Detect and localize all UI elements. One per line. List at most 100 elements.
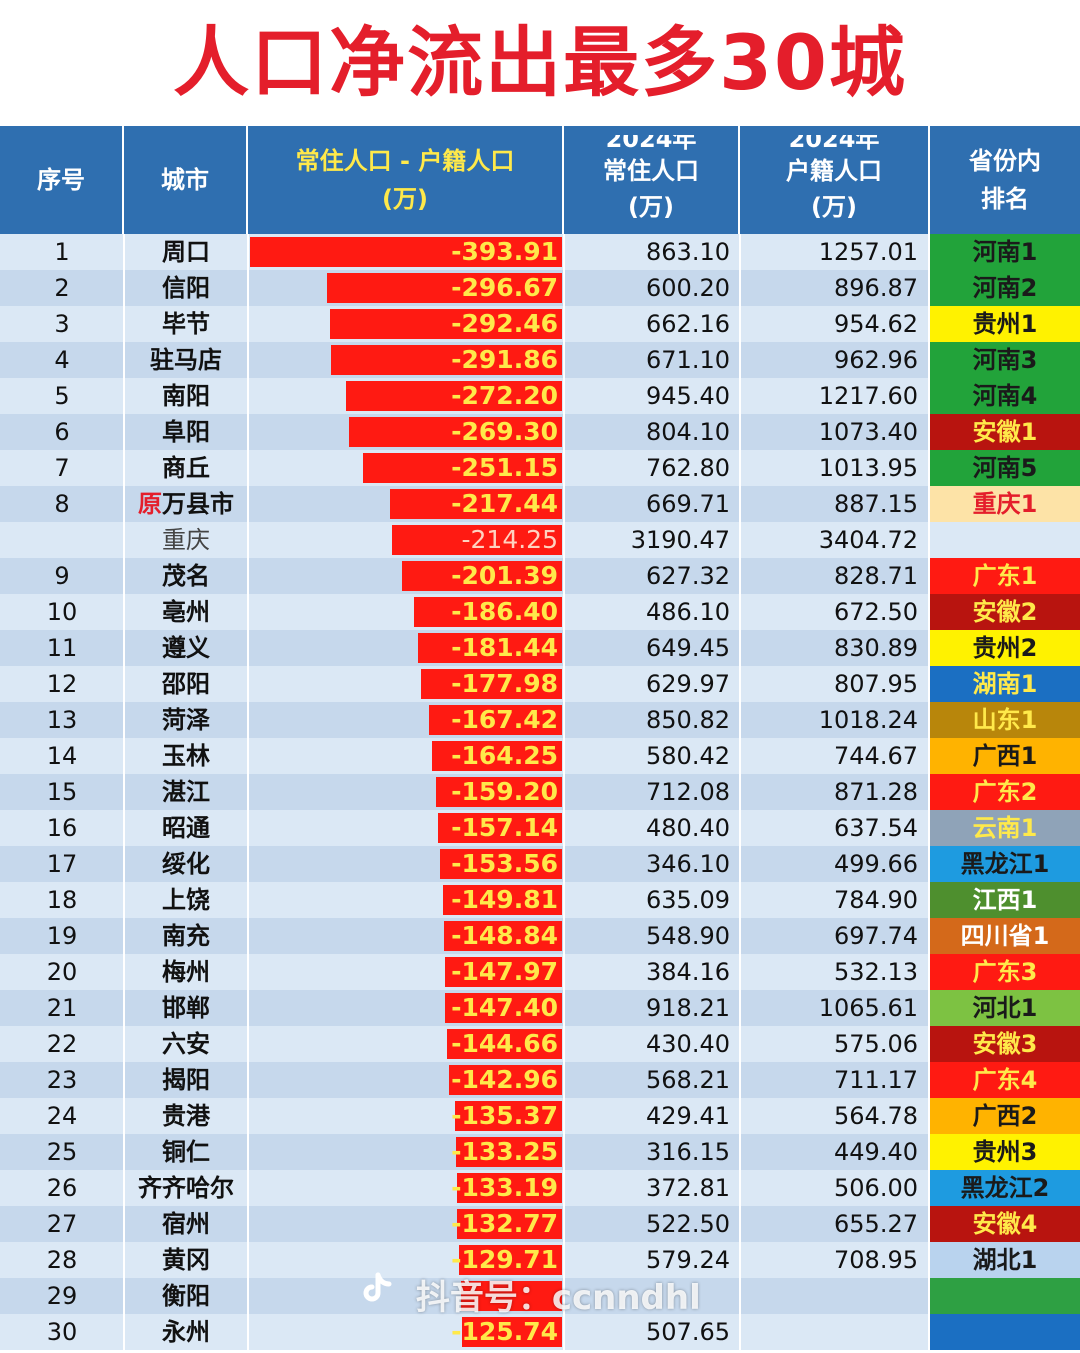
- diff-value-label: -153.56: [451, 849, 558, 878]
- row-resident-pop: 945.40: [646, 382, 730, 410]
- row-city: 商丘: [124, 450, 248, 486]
- watermark: 抖音号：ccnndhl: [356, 1268, 701, 1328]
- row-index: 7: [54, 454, 70, 482]
- diff-value-label: -296.67: [451, 273, 558, 302]
- diff-bar: [457, 1173, 562, 1203]
- row-diff: -296.67: [248, 270, 564, 306]
- row-city: 宿州: [124, 1206, 248, 1242]
- table-row: 8 原万县市 -217.44 669.71 887.15 重庆1: [0, 486, 1080, 522]
- row-resident-pop: 850.82: [646, 706, 730, 734]
- table-row: 23 揭阳 -142.96 568.21 711.17 广东4: [0, 1062, 1080, 1098]
- row-registered-pop: 1073.40: [818, 418, 918, 446]
- row-index: 3: [54, 310, 70, 338]
- diff-bar: [438, 813, 562, 843]
- row-province-rank: 广西2: [930, 1098, 1080, 1134]
- row-index: 29: [46, 1282, 78, 1310]
- row-registered-pop: 1217.60: [818, 382, 918, 410]
- row-diff: -135.37: [248, 1098, 564, 1134]
- row-registered-pop: 784.90: [834, 886, 918, 914]
- diff-bar: [331, 345, 562, 375]
- row-index: 9: [54, 562, 70, 590]
- header-rank-line2: 排名: [981, 185, 1029, 213]
- row-index: 20: [46, 958, 78, 986]
- row-resident-pop: 671.10: [646, 346, 730, 374]
- diff-value-label: -181.44: [451, 633, 558, 662]
- table-row: 16 昭通 -157.14 480.40 637.54 云南1: [0, 810, 1080, 846]
- row-diff: -157.14: [248, 810, 564, 846]
- city-name: 绥化: [162, 850, 210, 878]
- header-diff: 常住人口 - 户籍人口 (万): [248, 126, 564, 234]
- row-province-rank: 广西1: [930, 738, 1080, 774]
- diff-value-label: -186.40: [451, 597, 558, 626]
- row-diff: [248, 1278, 564, 1314]
- diff-bar: [443, 885, 562, 915]
- table-row: 19 南充 -148.84 548.90 697.74 四川省1: [0, 918, 1080, 954]
- city-name: 遵义: [162, 634, 210, 662]
- row-resident-pop: 486.10: [646, 598, 730, 626]
- row-resident-pop: 629.97: [646, 670, 730, 698]
- row-index: 12: [46, 670, 78, 698]
- diff-value-label: -393.91: [451, 237, 558, 266]
- city-name: 菏泽: [162, 706, 210, 734]
- header-index: 序号: [0, 126, 124, 234]
- row-index: 23: [46, 1066, 78, 1094]
- header-index-label: 序号: [37, 166, 85, 194]
- column-divider: [123, 234, 125, 1353]
- row-province-rank: 广东3: [930, 954, 1080, 990]
- city-name: 南充: [162, 922, 210, 950]
- table-row: 4 驻马店 -291.86 671.10 962.96 河南3: [0, 342, 1080, 378]
- diff-value-label: -147.97: [451, 957, 558, 986]
- row-index: 30: [46, 1318, 78, 1346]
- table-row: 2 信阳 -296.67 600.20 896.87 河南2: [0, 270, 1080, 306]
- row-diff: -149.81: [248, 882, 564, 918]
- city-name: 阜阳: [162, 418, 210, 446]
- city-name: 湛江: [162, 778, 210, 806]
- row-city: 贵港: [124, 1098, 248, 1134]
- row-city: 邯郸: [124, 990, 248, 1026]
- row-index: 21: [46, 994, 78, 1022]
- city-name: 六安: [162, 1030, 210, 1058]
- row-diff: -164.25: [248, 738, 564, 774]
- diff-bar: [459, 1245, 562, 1275]
- row-province-rank: 广东2: [930, 774, 1080, 810]
- row-province-rank: [930, 522, 1080, 558]
- row-diff: -147.40: [248, 990, 564, 1026]
- header-registered: 2024年 户籍人口 (万): [740, 126, 930, 234]
- row-index: 5: [54, 382, 70, 410]
- row-city: 梅州: [124, 954, 248, 990]
- row-registered-pop: 711.17: [834, 1066, 918, 1094]
- row-index: 27: [46, 1210, 78, 1238]
- diff-value-label: -129.71: [451, 1245, 558, 1274]
- header-registered-year: 2024年: [788, 135, 880, 153]
- column-divider: [928, 234, 930, 1353]
- header-registered-unit: (万): [811, 193, 857, 221]
- row-index: 19: [46, 922, 78, 950]
- row-registered-pop: 1257.01: [818, 238, 918, 266]
- row-province-rank: 四川省1: [930, 918, 1080, 954]
- row-province-rank: [930, 1278, 1080, 1314]
- diff-bar: [330, 309, 562, 339]
- row-diff: -393.91: [248, 234, 564, 270]
- diff-bar: [440, 849, 562, 879]
- city-name: 邯郸: [162, 994, 210, 1022]
- row-registered-pop: 830.89: [834, 634, 918, 662]
- row-diff: -142.96: [248, 1062, 564, 1098]
- table-row: 重庆 -214.25 3190.47 3404.72: [0, 522, 1080, 558]
- row-province-rank: 云南1: [930, 810, 1080, 846]
- row-city: 昭通: [124, 810, 248, 846]
- row-index: 6: [54, 418, 70, 446]
- city-name: 万县市: [162, 490, 234, 518]
- diff-bar: [349, 417, 562, 447]
- row-resident-pop: 568.21: [646, 1066, 730, 1094]
- row-diff: -153.56: [248, 846, 564, 882]
- row-resident-pop: 712.08: [646, 778, 730, 806]
- diff-bar: [414, 597, 562, 627]
- row-province-rank: 贵州1: [930, 306, 1080, 342]
- row-diff: -177.98: [248, 666, 564, 702]
- table-row: 22 六安 -144.66 430.40 575.06 安徽3: [0, 1026, 1080, 1062]
- diff-value-label: -164.25: [451, 741, 558, 770]
- row-diff: -132.77: [248, 1206, 564, 1242]
- row-diff: -214.25: [248, 522, 564, 558]
- row-city: 南充: [124, 918, 248, 954]
- table-row: 10 亳州 -186.40 486.10 672.50 安徽2: [0, 594, 1080, 630]
